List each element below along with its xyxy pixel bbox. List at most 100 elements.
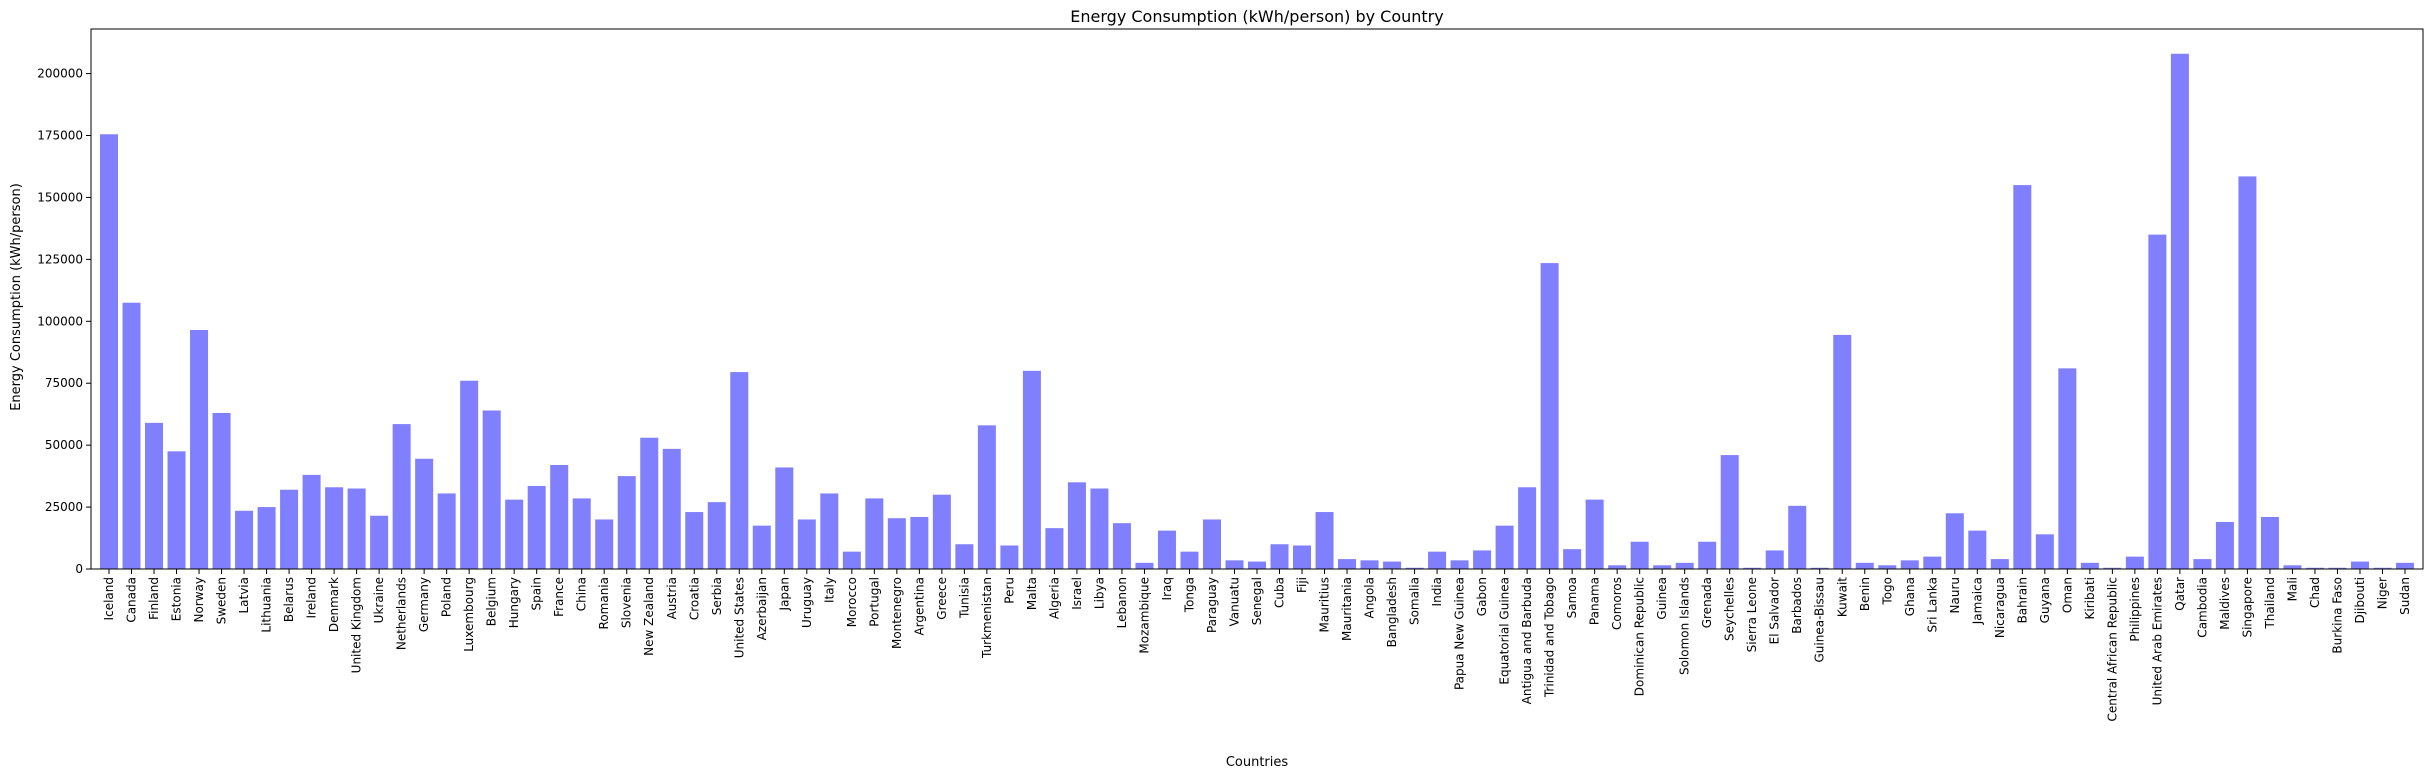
bar (167, 451, 186, 569)
bar (527, 486, 546, 569)
bar (1000, 545, 1019, 569)
bar (1675, 562, 1694, 569)
x-tick-label: Sweden (215, 577, 229, 624)
bar (460, 380, 479, 569)
y-tick-label: 0 (75, 562, 83, 576)
x-tick-label: Ireland (305, 577, 319, 619)
bar (1180, 551, 1199, 569)
x-tick-label: Italy (822, 577, 836, 603)
bar (1540, 263, 1559, 569)
bar (1518, 487, 1537, 569)
bar (325, 487, 344, 569)
bar (2080, 562, 2099, 569)
bar (1563, 549, 1582, 569)
bar (2260, 516, 2279, 569)
x-tick-label: Djibouti (2353, 577, 2367, 624)
bar (550, 464, 569, 569)
bar (865, 498, 884, 569)
x-tick-label: Serbia (710, 577, 724, 615)
bar (2350, 561, 2369, 569)
x-tick-label: Mozambique (1137, 577, 1151, 654)
bar (1383, 561, 1402, 569)
x-tick-label: Comoros (1610, 577, 1624, 630)
y-tick-label: 100000 (37, 314, 83, 328)
bar (2215, 521, 2234, 569)
x-tick-label: Panama (1588, 577, 1602, 625)
x-tick-label: Spain (530, 577, 544, 611)
x-tick-label: Luxembourg (462, 577, 476, 652)
bar (2373, 567, 2392, 569)
bar (1067, 482, 1086, 569)
bar (2013, 185, 2032, 569)
x-tick-label: Portugal (867, 577, 881, 627)
bar (1293, 545, 1312, 569)
bar (2305, 567, 2324, 569)
bar (2283, 565, 2302, 569)
x-tick-label: Sri Lanka (1925, 577, 1939, 632)
x-tick-label: Bangladesh (1385, 577, 1399, 647)
plot-frame (90, 28, 2424, 570)
x-tick-label: Nauru (1948, 577, 1962, 613)
bar (1450, 560, 1469, 569)
x-tick-label: Latvia (237, 577, 251, 614)
bar (1135, 562, 1154, 569)
x-tick-label: Papua New Guinea (1453, 577, 1467, 690)
bar (640, 437, 659, 569)
x-tick-label: China (575, 577, 589, 611)
x-tick-label: Romania (597, 577, 611, 629)
bar (1157, 530, 1176, 569)
bar (280, 489, 299, 569)
x-tick-label: Guinea-Bissau (1813, 577, 1827, 663)
x-tick-label: Argentina (912, 577, 926, 636)
y-tick-label: 75000 (45, 376, 83, 390)
x-ticks-group: Iceland Canada Finland Estonia Norway Sweden L… (102, 569, 2412, 721)
x-tick-label: Cambodia (2195, 577, 2209, 638)
x-tick-label: Austria (665, 577, 679, 619)
bar (955, 544, 974, 569)
bar (1405, 567, 1424, 569)
y-axis-label: Energy Consumption (kWh/person) (9, 183, 24, 411)
bar (100, 134, 119, 569)
x-tick-label: Slovenia (620, 577, 634, 628)
x-tick-label: Trinidad and Tobago (1543, 577, 1557, 698)
bar (1202, 519, 1221, 569)
bar (257, 507, 276, 569)
bar (910, 516, 929, 569)
y-tick-label: 175000 (37, 129, 83, 143)
bar (1810, 567, 1829, 569)
x-tick-label: Japan (777, 577, 791, 611)
x-tick-label: Norway (192, 577, 206, 623)
x-tick-label: India (1430, 577, 1444, 606)
x-tick-label: Guyana (2038, 577, 2052, 623)
x-tick-label: Vanuatu (1227, 577, 1241, 627)
bar (1338, 559, 1357, 569)
bar (1900, 560, 1919, 569)
bar (145, 422, 164, 569)
x-tick-label: Angola (1363, 577, 1377, 618)
x-tick-label: Fiji (1295, 577, 1309, 593)
x-tick-label: Algeria (1047, 577, 1061, 619)
bar (595, 519, 614, 569)
x-tick-label: Solomon Islands (1678, 577, 1692, 675)
bar (685, 512, 704, 569)
bar (662, 448, 681, 569)
x-tick-label: New Zealand (642, 577, 656, 656)
x-tick-label: El Salvador (1768, 577, 1782, 644)
x-tick-label: Ghana (1903, 577, 1917, 616)
bar (370, 515, 389, 569)
bar (1473, 550, 1492, 569)
bar (347, 488, 366, 569)
y-tick-label: 125000 (37, 252, 83, 266)
x-tick-label: Peru (1002, 577, 1016, 604)
y-ticks-group: 0 25000 50000 75000 100000 125000 150000 175000… (37, 67, 91, 576)
x-tick-label: Netherlands (395, 577, 409, 650)
bar (302, 474, 321, 569)
x-tick-label: Central African Republic (2105, 577, 2119, 721)
bar (1743, 567, 1762, 569)
x-tick-label: Belgium (485, 577, 499, 626)
x-tick-label: Estonia (170, 577, 184, 621)
bar (415, 458, 434, 569)
x-tick-label: Maldives (2218, 577, 2232, 630)
bar (2395, 562, 2414, 569)
x-axis-label: Countries (1226, 755, 1289, 770)
